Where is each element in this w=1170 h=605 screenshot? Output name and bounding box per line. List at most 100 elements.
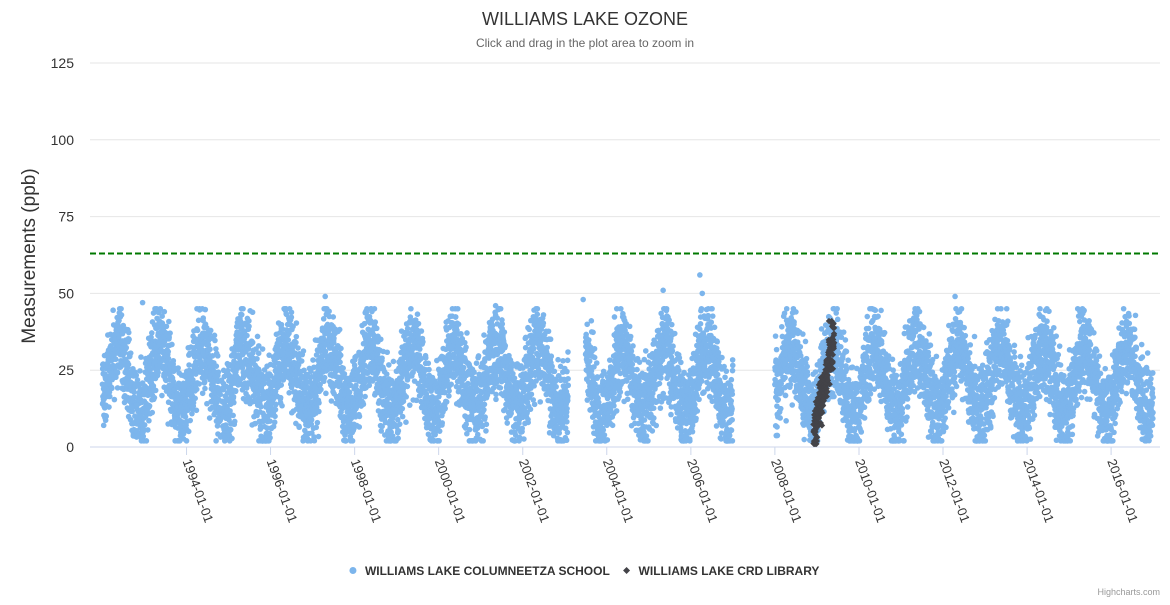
data-point[interactable] [212,333,218,339]
data-point[interactable] [357,414,363,420]
data-point[interactable] [553,384,559,390]
data-point[interactable] [194,387,200,393]
data-point[interactable] [437,428,443,434]
data-point[interactable] [668,412,674,418]
data-point[interactable] [338,352,344,358]
data-point[interactable] [436,400,442,406]
data-point[interactable] [408,306,414,312]
data-point[interactable] [637,359,643,365]
data-point[interactable] [630,343,636,349]
data-point[interactable] [260,346,266,352]
data-point[interactable] [384,349,390,355]
data-point[interactable] [216,369,222,375]
data-point[interactable] [519,426,525,432]
data-point[interactable] [642,417,648,423]
data-point[interactable] [658,405,664,411]
data-point[interactable] [256,350,262,356]
data-point[interactable] [207,415,213,421]
data-point[interactable] [272,414,278,420]
data-point[interactable] [294,320,300,326]
data-point[interactable] [301,348,307,354]
data-point[interactable] [636,378,642,384]
data-point[interactable] [165,349,171,355]
data-point[interactable] [215,353,221,359]
data-point[interactable] [101,423,107,429]
data-point[interactable] [657,381,663,387]
data-point[interactable] [643,348,649,354]
data-point[interactable] [230,413,236,419]
data-point[interactable] [535,306,541,312]
data-point[interactable] [493,397,499,403]
data-point[interactable] [644,433,650,439]
data-point[interactable] [293,340,299,346]
data-point[interactable] [147,403,153,409]
data-point[interactable] [627,324,633,330]
data-point[interactable] [397,421,403,427]
data-point[interactable] [128,350,134,356]
data-point[interactable] [278,395,284,401]
data-point[interactable] [399,406,405,412]
data-point[interactable] [552,369,558,375]
data-point[interactable] [246,324,252,330]
data-point[interactable] [417,346,423,352]
data-point[interactable] [565,376,571,382]
data-point[interactable] [484,422,490,428]
data-point[interactable] [482,402,488,408]
data-point[interactable] [322,375,328,381]
data-point[interactable] [326,308,332,314]
data-point[interactable] [526,327,532,333]
data-point[interactable] [200,315,206,321]
data-point[interactable] [553,378,559,384]
data-point[interactable] [611,403,617,409]
data-point[interactable] [228,427,234,433]
data-point[interactable] [175,365,181,371]
data-point[interactable] [315,420,321,426]
data-point[interactable] [289,309,295,315]
data-point[interactable] [630,362,636,368]
data-point[interactable] [340,365,346,371]
data-point[interactable] [541,312,547,318]
data-point[interactable] [565,358,571,364]
data-point[interactable] [318,387,324,393]
data-point[interactable] [534,312,540,318]
data-point[interactable] [166,319,172,325]
data-point[interactable] [525,420,531,426]
data-point[interactable] [231,394,237,400]
data-point[interactable] [528,406,534,412]
data-point[interactable] [144,438,150,444]
data-point[interactable] [372,306,378,312]
data-point[interactable] [474,360,480,366]
data-point[interactable] [564,406,570,412]
data-point[interactable] [196,381,202,387]
data-point[interactable] [267,418,273,424]
data-point[interactable] [112,397,118,403]
data-point[interactable] [254,356,260,362]
data-point[interactable] [361,401,367,407]
data-point[interactable] [651,415,657,421]
data-point[interactable] [378,336,384,342]
data-point[interactable] [374,326,380,332]
data-point[interactable] [421,372,427,378]
data-point[interactable] [342,371,348,377]
data-point[interactable] [564,369,570,375]
data-point[interactable] [610,423,616,429]
data-point[interactable] [502,329,508,335]
data-point[interactable] [372,319,378,325]
data-point[interactable] [458,331,464,337]
data-point[interactable] [296,424,302,430]
data-point[interactable] [601,427,607,433]
data-point[interactable] [126,330,132,336]
data-point[interactable] [164,324,170,330]
data-point[interactable] [664,306,670,312]
data-point[interactable] [272,419,278,425]
data-point[interactable] [436,438,442,444]
data-point[interactable] [564,437,570,443]
data-point[interactable] [463,344,469,350]
data-point[interactable] [115,369,121,375]
data-point[interactable] [119,312,125,318]
data-point[interactable] [109,385,115,391]
data-point[interactable] [618,389,624,395]
data-point[interactable] [416,321,422,327]
data-point[interactable] [426,367,432,373]
data-point[interactable] [194,408,200,414]
